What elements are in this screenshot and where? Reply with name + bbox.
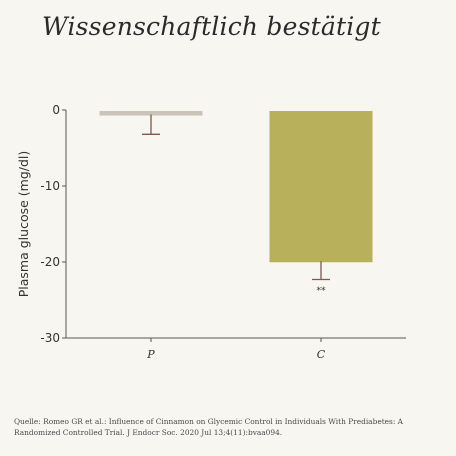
y-tick-label: -30 [40, 331, 60, 345]
page-title: Wissenschaftlich bestätigt [42, 12, 381, 41]
bar-c [269, 111, 373, 263]
bar-p [99, 111, 203, 116]
y-tick-label: -20 [40, 255, 60, 269]
x-tick-label: P [146, 348, 155, 361]
source-citation: Quelle: Romeo GR et al.: Influence of Ci… [14, 417, 404, 437]
x-tick-label: C [317, 348, 326, 361]
significance-label: ** [317, 286, 327, 296]
y-axis-title: Plasma glucose (mg/dl) [16, 151, 31, 298]
y-tick-label: 0 [52, 103, 60, 117]
y-tick-label: -10 [40, 179, 60, 193]
